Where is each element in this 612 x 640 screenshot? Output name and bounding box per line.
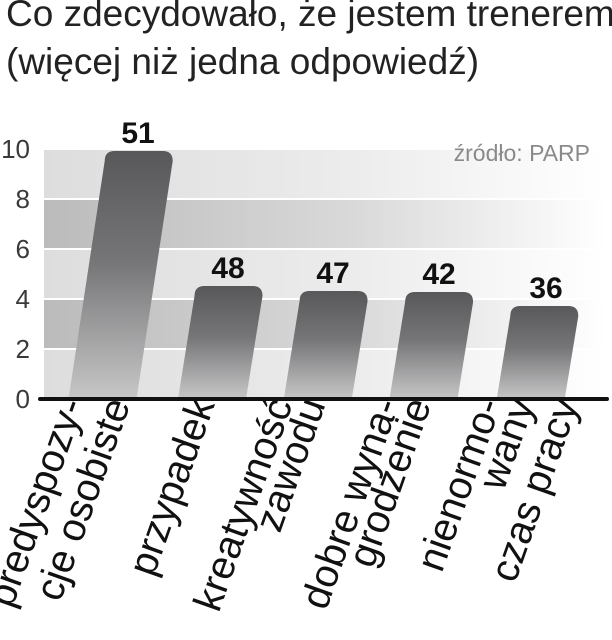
svg-text:47: 47 bbox=[316, 257, 349, 290]
svg-text:48: 48 bbox=[211, 252, 244, 285]
svg-text:0: 0 bbox=[16, 384, 30, 414]
svg-text:źródło: PARP: źródło: PARP bbox=[454, 140, 590, 166]
svg-text:51: 51 bbox=[121, 117, 154, 150]
svg-text:8: 8 bbox=[16, 184, 30, 214]
svg-text:10: 10 bbox=[1, 134, 30, 164]
svg-text:42: 42 bbox=[422, 258, 455, 291]
svg-text:4: 4 bbox=[16, 284, 30, 314]
svg-text:36: 36 bbox=[529, 272, 562, 305]
svg-text:6: 6 bbox=[16, 234, 30, 264]
svg-text:2: 2 bbox=[16, 334, 30, 364]
